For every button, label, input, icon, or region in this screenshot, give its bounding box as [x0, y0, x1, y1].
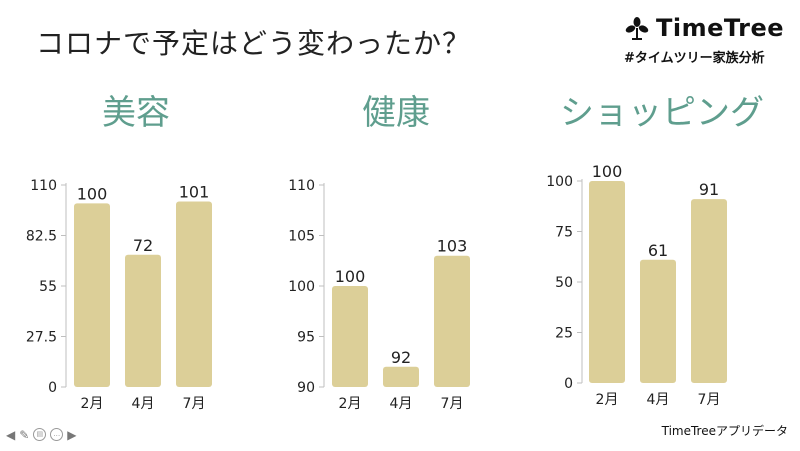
data-label: 103 [437, 237, 468, 256]
brand-logo: TimeTree #タイムツリー家族分析 [624, 14, 794, 66]
data-source: TimeTreeアプリデータ [661, 424, 788, 438]
x-tick-label: 4月 [647, 392, 670, 408]
bar [176, 201, 212, 387]
y-tick-label: 55 [39, 279, 57, 295]
y-tick-label: 95 [297, 330, 315, 346]
slide-nav: ◀ ✎ ▤ … ▶ [6, 428, 77, 441]
y-tick-label: 90 [297, 380, 315, 396]
brand-tagline: #タイムツリー家族分析 [624, 51, 765, 66]
more-icon[interactable]: … [50, 428, 64, 441]
data-label: 100 [77, 184, 108, 203]
pen-icon[interactable]: ✎ [19, 427, 30, 442]
bar [640, 259, 676, 383]
y-tick-label: 110 [30, 178, 57, 194]
x-tick-label: 7月 [183, 396, 206, 412]
bar [383, 366, 419, 387]
x-tick-label: 4月 [132, 396, 155, 412]
category-title-health: 健康 [362, 93, 430, 133]
x-tick-label: 2月 [81, 396, 104, 412]
y-tick-label: 27.5 [26, 330, 57, 346]
page-title: コロナで予定はどう変わったか？ [36, 27, 472, 60]
bar [691, 199, 727, 383]
data-label: 61 [648, 241, 668, 260]
category-title-beauty: 美容 [102, 93, 170, 133]
y-tick-label: 50 [555, 275, 573, 291]
arrow-right-icon[interactable]: ▶ [67, 427, 77, 442]
x-tick-label: 7月 [698, 392, 721, 408]
y-tick-label: 25 [555, 326, 573, 342]
y-tick-label: 0 [48, 380, 57, 396]
data-label: 92 [391, 348, 411, 367]
arrow-left-icon[interactable]: ◀ [6, 427, 16, 442]
data-label: 91 [699, 180, 719, 199]
data-label: 100 [592, 162, 623, 181]
x-tick-label: 2月 [596, 392, 619, 408]
data-label: 101 [179, 183, 210, 202]
bar [332, 286, 368, 387]
y-tick-label: 0 [564, 376, 573, 392]
brand-name: TimeTree [656, 14, 785, 42]
y-tick-label: 105 [288, 229, 315, 245]
slides-icon[interactable]: ▤ [33, 428, 47, 441]
y-tick-label: 100 [288, 279, 315, 295]
x-tick-label: 7月 [441, 396, 464, 412]
y-tick-label: 75 [555, 225, 573, 241]
bar [125, 254, 161, 387]
bar [434, 255, 470, 387]
bar [74, 203, 110, 387]
category-title-shopping: ショッピング [560, 93, 764, 133]
tree-logo-icon [625, 17, 649, 40]
x-tick-label: 4月 [390, 396, 413, 412]
y-tick-label: 110 [288, 178, 315, 194]
x-tick-label: 2月 [339, 396, 362, 412]
data-label: 100 [335, 267, 366, 286]
data-label: 72 [133, 236, 153, 255]
y-tick-label: 100 [546, 174, 573, 190]
bar [589, 181, 625, 383]
y-tick-label: 82.5 [26, 229, 57, 245]
